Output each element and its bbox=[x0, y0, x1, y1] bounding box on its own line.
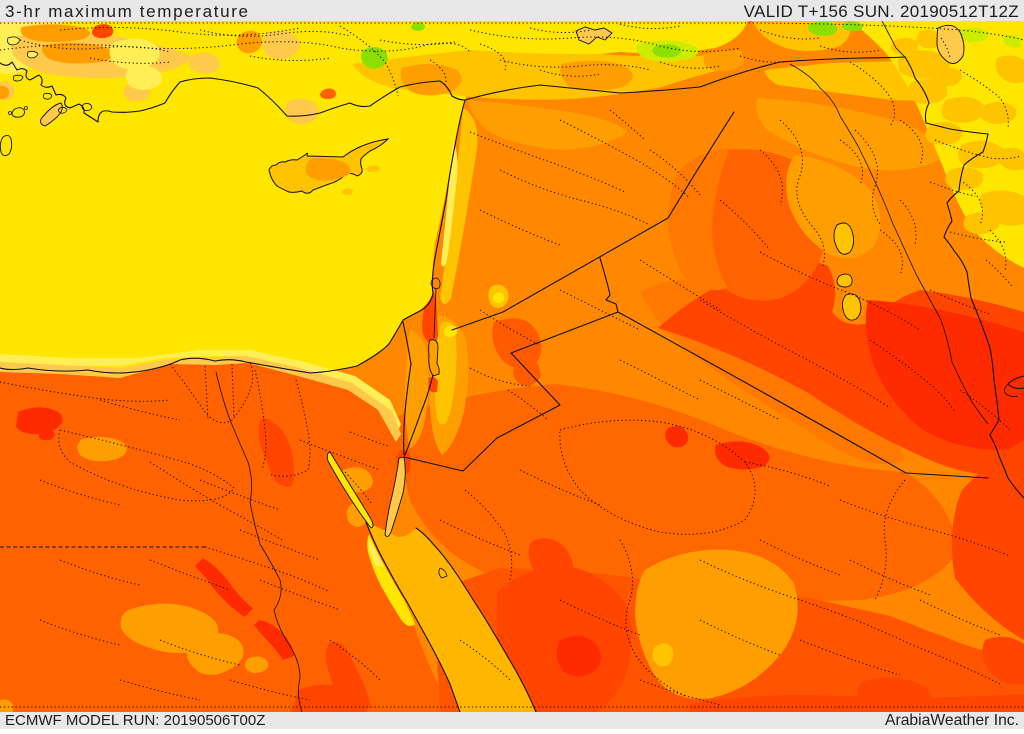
svg-text:VALID T+156 SUN. 20190512T12Z: VALID T+156 SUN. 20190512T12Z bbox=[744, 2, 1019, 21]
svg-text:ECMWF MODEL RUN: 20190506T00Z: ECMWF MODEL RUN: 20190506T00Z bbox=[5, 712, 265, 729]
svg-text:ArabiaWeather Inc.: ArabiaWeather Inc. bbox=[885, 712, 1019, 729]
svg-text:3-hr maximum temperature: 3-hr maximum temperature bbox=[5, 2, 250, 21]
